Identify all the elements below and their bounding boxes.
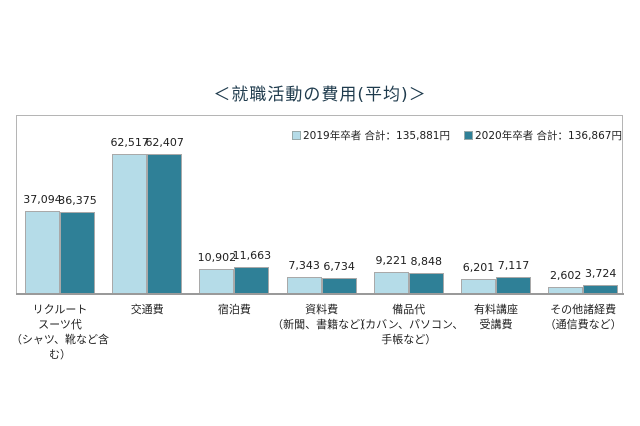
bar-value-label: 62,407 bbox=[145, 136, 184, 149]
category-label: 交通費 bbox=[92, 302, 202, 317]
bar-2019 bbox=[373, 272, 409, 293]
bar-2019 bbox=[199, 269, 235, 293]
bar-value-label: 6,734 bbox=[323, 260, 355, 273]
bar-value-label: 10,902 bbox=[197, 251, 237, 264]
category-label-line: 有料講座 bbox=[474, 303, 518, 316]
bar-2019 bbox=[461, 279, 496, 293]
bar-value-label: 36,375 bbox=[58, 194, 97, 207]
category-label: その他諸経費 （通信費など） bbox=[528, 302, 638, 332]
chart-title: ＜就職活動の費用(平均)＞ bbox=[213, 85, 427, 105]
category-label: 資料費 （新聞、書籍など） bbox=[267, 302, 377, 332]
bar-value-label: 9,221 bbox=[375, 254, 408, 267]
legend-label-2020: 2020年卒者 合計：136,867円 bbox=[474, 130, 622, 142]
legend-item-2019: 2019年卒者 合計：135,881円 bbox=[292, 128, 450, 143]
category-label: 宿泊費 bbox=[179, 302, 289, 317]
bar-2020 bbox=[583, 285, 619, 293]
category-label-line: スーツ代 bbox=[38, 318, 82, 331]
bar-2020 bbox=[234, 267, 270, 293]
bar-2019 bbox=[112, 154, 148, 293]
bar-value-label: 6,201 bbox=[462, 261, 495, 274]
bar-2020 bbox=[321, 278, 357, 293]
category-label-line: （シャツ、靴など含む） bbox=[10, 333, 110, 361]
category-label-line: （カバン、パソコン、 bbox=[354, 318, 464, 331]
legend-label-2019: 2019年卒者 合計：135,881円 bbox=[303, 130, 450, 142]
legend: 2019年卒者 合計：135,881円 2020年卒者 合計：136,867円 bbox=[292, 128, 622, 143]
category-label-line: 宿泊費 bbox=[217, 303, 251, 316]
bar-value-label: 37,094 bbox=[23, 193, 62, 206]
category-label-line: リクルート bbox=[32, 303, 88, 316]
bar-value-label: 7,343 bbox=[288, 259, 320, 272]
category-label-line: 手帳など） bbox=[381, 333, 437, 346]
bar-value-label: 3,724 bbox=[584, 267, 617, 280]
legend-swatch-2020 bbox=[463, 131, 473, 140]
bar-2020 bbox=[408, 273, 444, 293]
bar-value-label: 11,663 bbox=[232, 249, 272, 262]
legend-item-2020: 2020年卒者 合計：136,867円 bbox=[463, 128, 622, 143]
category-label: リクルートスーツ代 （シャツ、靴など含む） bbox=[5, 302, 115, 362]
bar-2019 bbox=[25, 211, 60, 293]
category-label-line: 備品代 bbox=[392, 303, 426, 316]
category-label-line: 交通費 bbox=[130, 303, 164, 316]
category-label: 有料講座 受講費 bbox=[441, 302, 551, 332]
category-label-line: （新聞、書籍など） bbox=[272, 318, 372, 331]
bar-2020 bbox=[60, 212, 95, 293]
category-label-line: 資料費 bbox=[305, 303, 339, 316]
bar-value-label: 8,848 bbox=[410, 255, 443, 268]
category-label-line: その他諸経費 bbox=[550, 303, 617, 316]
category-label-line: 受講費 bbox=[479, 318, 513, 331]
bar-2020 bbox=[496, 277, 531, 293]
bar-2020 bbox=[147, 154, 183, 293]
bar-value-label: 62,517 bbox=[110, 136, 149, 149]
legend-swatch-2019 bbox=[292, 131, 301, 140]
plot-area bbox=[16, 115, 623, 294]
x-axis-line bbox=[16, 293, 624, 295]
bar-2019 bbox=[286, 277, 322, 293]
bar-value-label: 7,117 bbox=[497, 259, 530, 272]
bar-value-label: 2,602 bbox=[549, 269, 582, 282]
category-label-line: （通信費など） bbox=[544, 318, 622, 331]
category-label: 備品代 （カバン、パソコン、 手帳など） bbox=[354, 302, 464, 347]
bar-2019 bbox=[548, 287, 584, 293]
